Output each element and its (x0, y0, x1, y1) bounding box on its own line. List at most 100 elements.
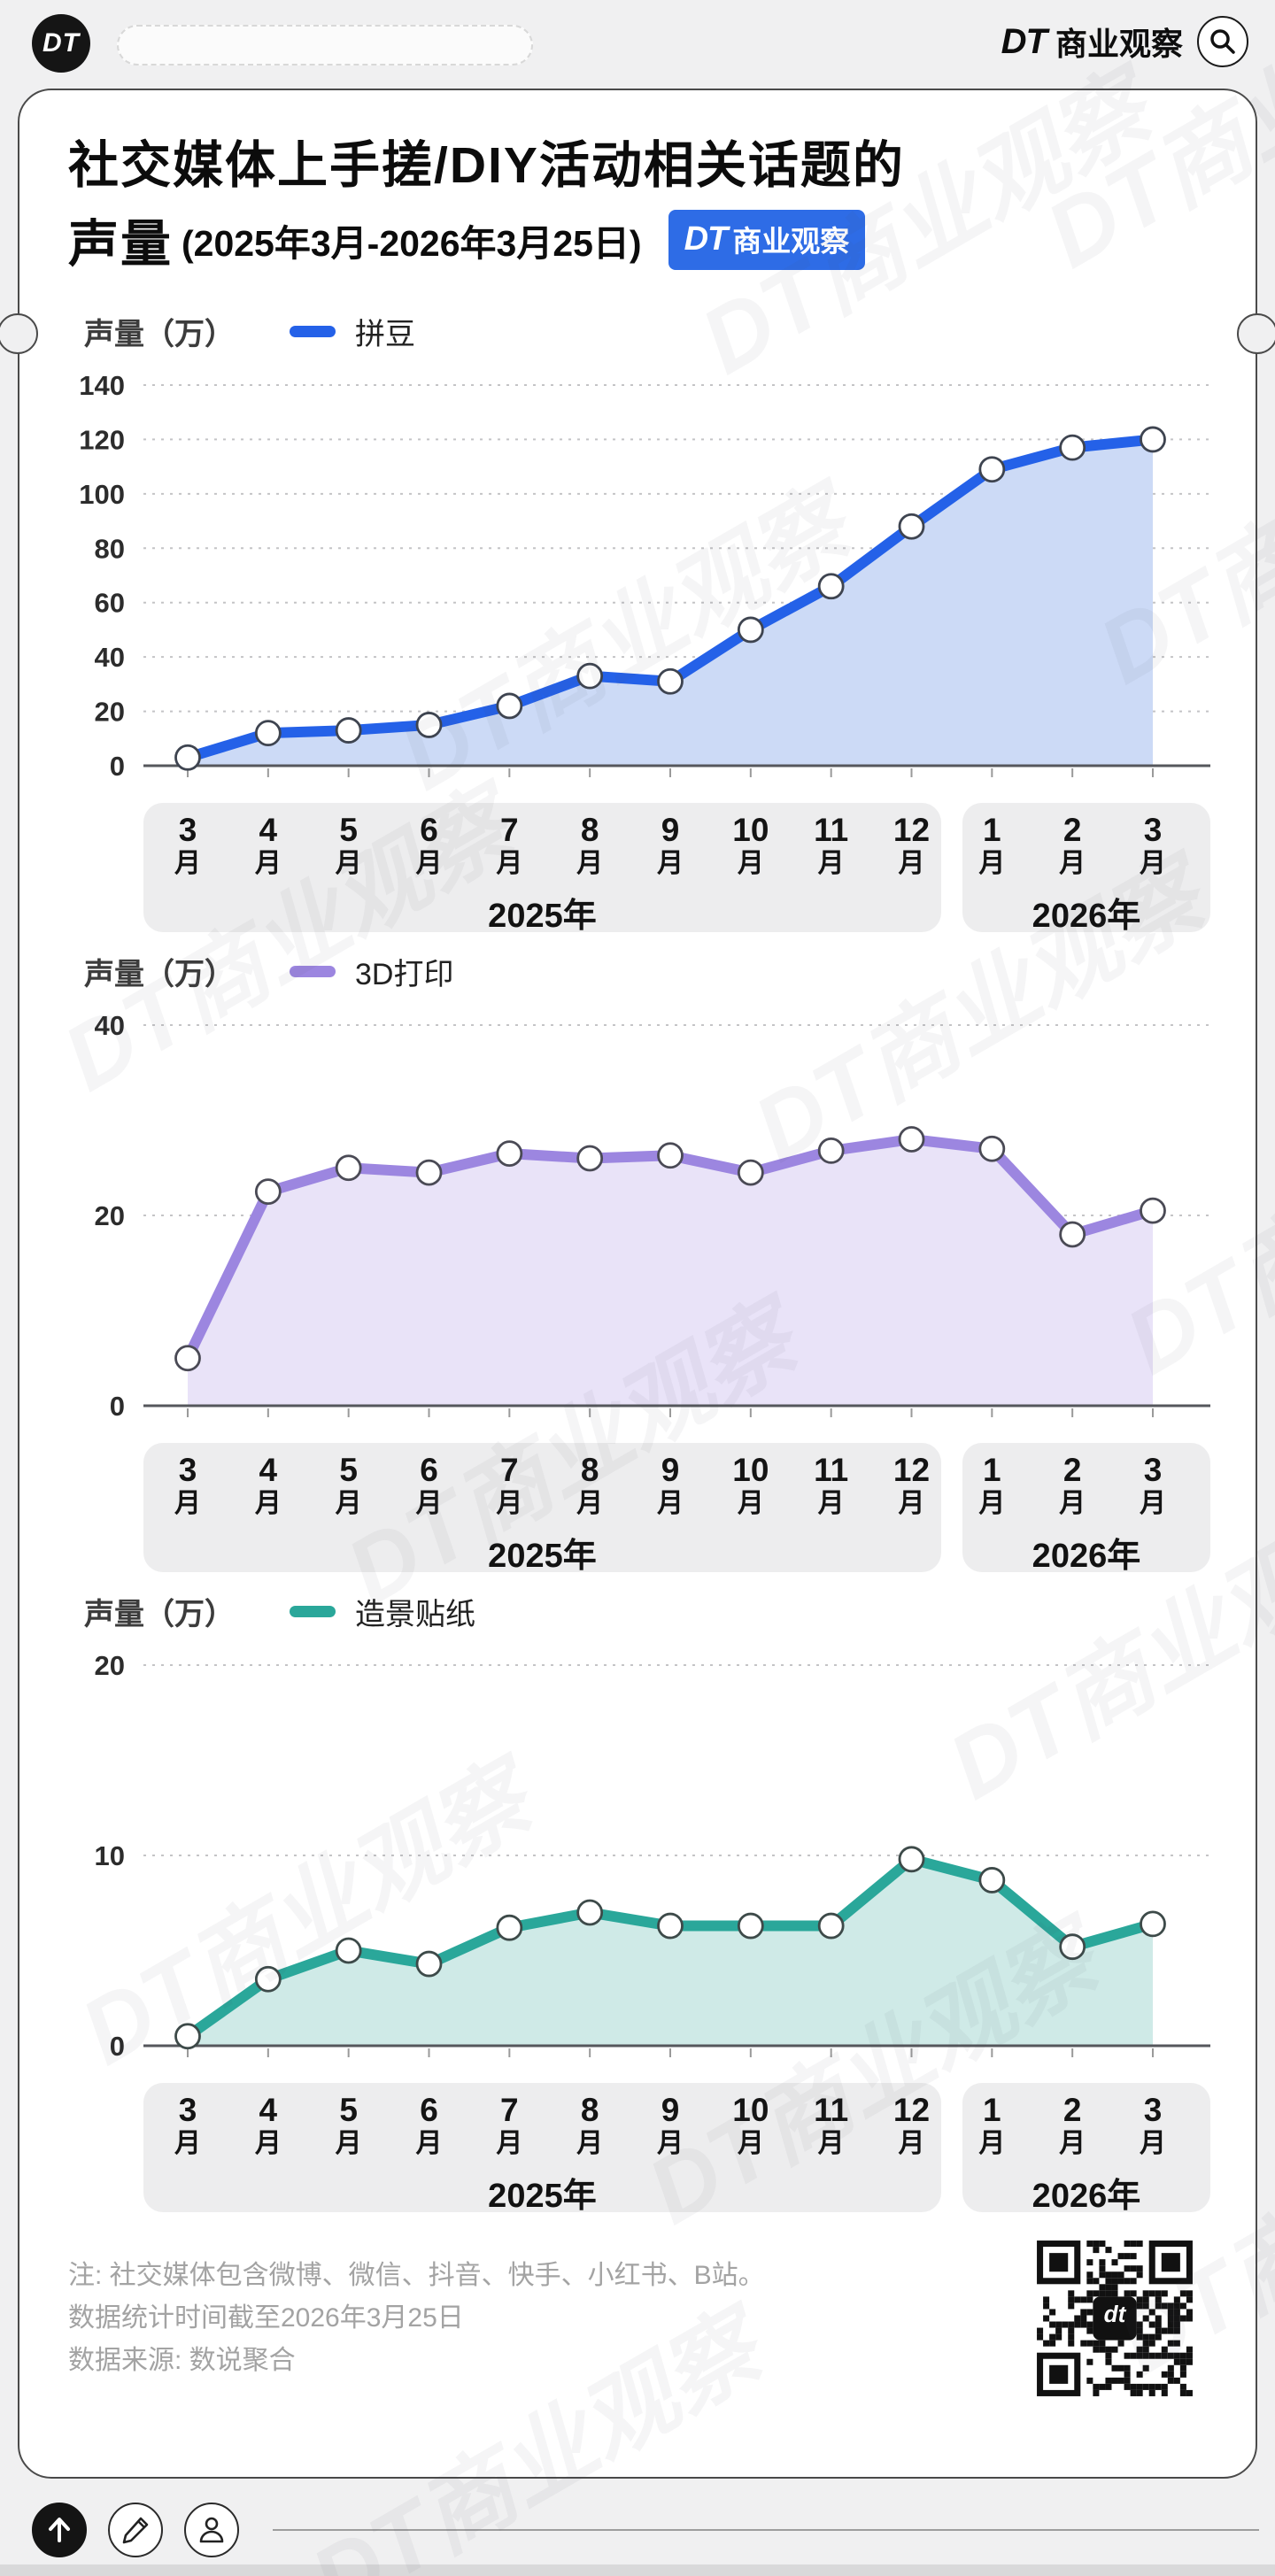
card-notch-left (0, 313, 38, 354)
edit-button[interactable] (108, 2503, 163, 2557)
x-axis-month-label: 12 月 (892, 1452, 931, 1518)
y-tick-label: 20 (95, 1650, 125, 1681)
data-point-marker (817, 1138, 845, 1164)
chart-3D打印: 声量（万） 3D打印 0 20 40 2025年 2026年 3 月 4 月 5 月 6 月 7 月 8 月 9 月 10… (68, 948, 1210, 1576)
bottom-strip (0, 2564, 1275, 2576)
redacted-title-pill (117, 25, 533, 66)
data-point-marker (898, 1846, 925, 1873)
chart-造景贴纸: 声量（万） 造景贴纸 0 10 20 2025年 2026年 3 月 4 月 5 月 6 月 7 月 8 月 9 月 10… (68, 1588, 1210, 2216)
year-label: 2025年 (488, 1538, 597, 1576)
charts-container: 声量（万） 拼豆 0 20 40 60 80 100 120 140 2025年 2026年 3 月 4 月 5… (68, 308, 1210, 2216)
x-axis-month-label: 12 月 (892, 812, 931, 878)
infographic-card: 社交媒体上手搓/DIY活动相关话题的 声量 (2025年3月-2026年3月25… (0, 89, 1275, 2479)
chart-legend: 声量（万） 拼豆 (84, 308, 1207, 354)
y-tick-label: 60 (95, 588, 125, 619)
y-tick-label: 0 (110, 1391, 125, 1422)
year-label: 2026年 (1032, 898, 1141, 936)
year-band (143, 2083, 941, 2213)
y-tick-label: 120 (79, 425, 125, 456)
year-band (962, 1443, 1210, 1573)
y-tick-label: 140 (79, 370, 125, 401)
arrow-up-icon (49, 2518, 70, 2542)
series-area-fill (188, 1139, 1153, 1407)
page-title-line2: 声量 (2025年3月-2026年3月25日) DT 商业观察 (68, 204, 1207, 276)
app-top-bar: DT DT 商业观察 (0, 0, 1275, 89)
dt-logo: DT (32, 14, 90, 73)
share-up-button[interactable] (32, 2503, 87, 2557)
data-point-marker (1140, 426, 1166, 453)
x-axis-month-label: 11 月 (814, 812, 849, 878)
data-point-marker (898, 513, 925, 540)
year-band (143, 803, 941, 933)
x-axis-area: 2025年 2026年 3 月 4 月 5 月 6 月 7 月 8 月 9 月 10 月 11 月 12 月 1 月 2 月 3 月 (68, 1443, 1210, 1576)
y-tick-label: 80 (95, 533, 125, 564)
data-point-marker (335, 1154, 362, 1182)
y-axis-unit-label: 声量（万） (84, 317, 235, 351)
footnotes: 注: 社交媒体包含微博、微信、抖音、快手、小红书、B站。 数据统计时间截至202… (68, 2255, 765, 2382)
page-title-line2-word: 声量 (68, 216, 173, 274)
chart-plot: 0 10 20 (95, 1650, 1210, 2062)
year-label: 2025年 (488, 898, 597, 936)
data-point-marker (1140, 1910, 1166, 1938)
data-point-marker (415, 1159, 443, 1186)
x-axis-month-label: 10 月 (732, 1452, 769, 1518)
date-range: (2025年3月-2026年3月25日) (182, 223, 642, 265)
legend-series-name: 造景贴纸 (355, 1597, 475, 1631)
data-point-marker (978, 456, 1006, 483)
data-point-marker (415, 712, 443, 738)
data-point-marker (737, 1159, 764, 1186)
search-button[interactable] (1197, 16, 1248, 67)
chart-legend: 声量（万） 造景贴纸 (84, 1588, 1207, 1634)
year-band (143, 1443, 941, 1573)
person-icon (199, 2517, 224, 2543)
chart-legend: 声量（万） 3D打印 (84, 948, 1207, 994)
brand-dt: DT (1001, 21, 1047, 61)
data-point-marker (1059, 1221, 1086, 1248)
data-point-marker (335, 1937, 362, 1964)
y-tick-label: 100 (79, 479, 125, 510)
x-axis-month-label: 11 月 (814, 2092, 849, 2158)
data-point-marker (898, 1126, 925, 1153)
pencil-icon (122, 2517, 149, 2544)
legend-line-chip (290, 325, 336, 337)
page-title-line1: 社交媒体上手搓/DIY活动相关话题的 (68, 137, 905, 194)
data-point-marker (496, 1914, 523, 1941)
year-label: 2026年 (1032, 2178, 1141, 2216)
y-tick-label: 40 (95, 1010, 125, 1041)
dt-brand-badge: DT 商业观察 (668, 210, 866, 271)
brand-text: DT 商业观察 (1001, 19, 1183, 65)
search-icon (1210, 29, 1235, 54)
x-axis-month-label: 11 月 (814, 1452, 849, 1518)
profile-button[interactable] (184, 2503, 239, 2557)
data-point-marker (657, 1142, 684, 1169)
qr-code: dt (1028, 2232, 1202, 2406)
y-tick-label: 20 (95, 697, 125, 728)
data-point-marker (1059, 1933, 1086, 1961)
data-point-marker (496, 692, 523, 720)
data-point-marker (576, 1899, 604, 1926)
data-point-marker (335, 717, 362, 744)
series-area-fill (188, 1859, 1153, 2047)
y-axis-unit-label: 声量（万） (84, 1597, 235, 1631)
series-area-fill (188, 439, 1153, 767)
